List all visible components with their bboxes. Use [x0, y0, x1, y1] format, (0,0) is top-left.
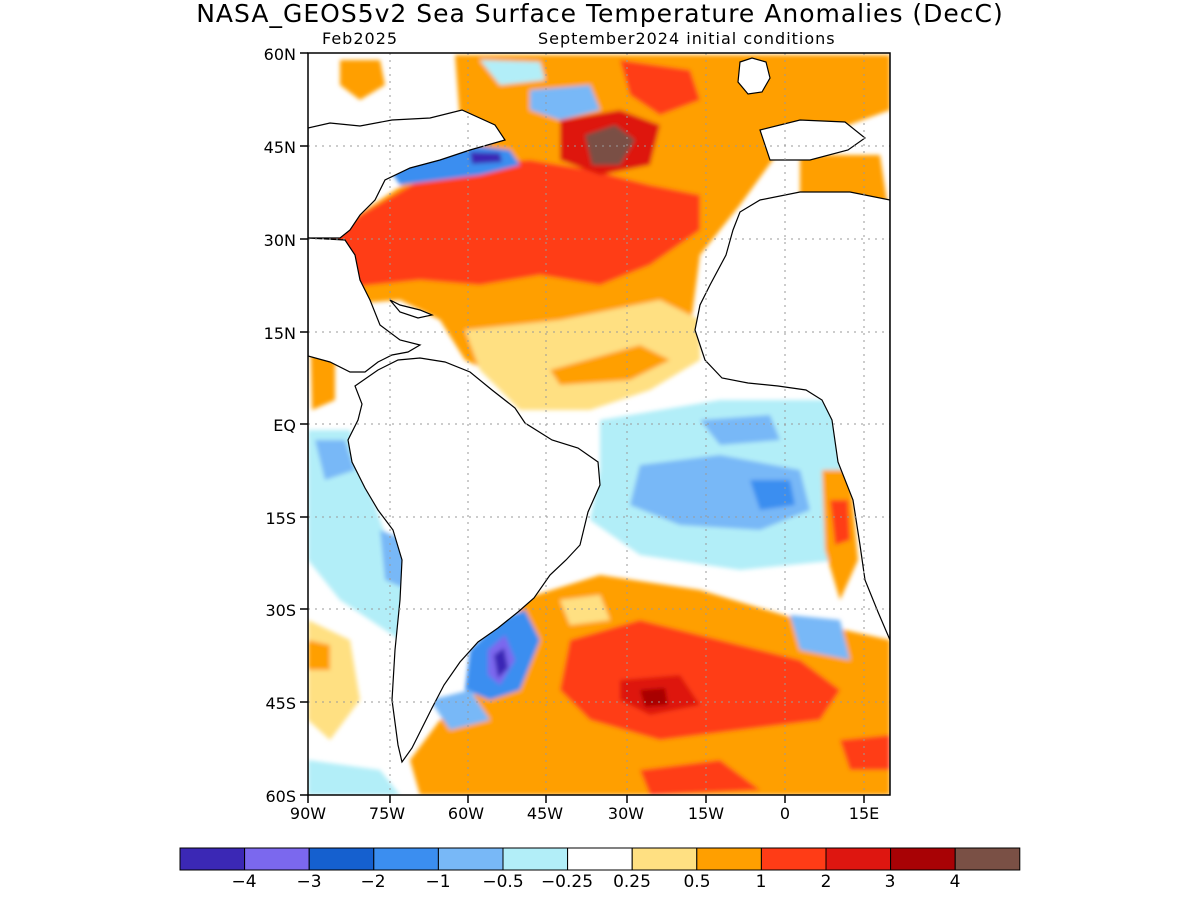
colorbar-swatch [890, 847, 956, 871]
colorbar-swatch [308, 847, 375, 871]
lon-tick-label: 45W [526, 804, 564, 823]
initial-conditions: September2024 initial conditions [538, 29, 836, 48]
colorbar-label: 4 [949, 872, 961, 892]
map-title: NASA_GEOS5v2 Sea Surface Temperature Ano… [196, 0, 1004, 28]
lat-tick-label: 60N [263, 45, 296, 64]
colorbar-label: −0.25 [540, 872, 594, 892]
forecast-month: Feb2025 [322, 29, 399, 48]
colorbar-label: 3 [884, 872, 896, 892]
lat-tick-label: 30S [265, 601, 296, 620]
colorbar-label: 2 [820, 872, 832, 892]
lon-tick-label: 75W [368, 804, 406, 823]
colorbar [179, 847, 1021, 871]
anomaly-field [308, 53, 890, 795]
lon-tick-label: 15E [848, 804, 880, 823]
lat-tick-label: 30N [263, 231, 296, 250]
lat-tick-label: 60S [265, 787, 296, 806]
tick-marks [300, 52, 865, 803]
lon-tick-label: 15W [687, 804, 725, 823]
colorbar-swatch [696, 847, 762, 871]
graticule [308, 53, 890, 795]
colorbar-swatch [954, 847, 1021, 871]
colorbar-label: 1 [755, 872, 767, 892]
colorbar-label: −2 [360, 872, 386, 892]
colorbar-label: 0.25 [613, 872, 651, 892]
colorbar-label: −0.5 [482, 872, 524, 892]
lat-tick-label: EQ [273, 416, 296, 435]
colorbar-label: −4 [231, 872, 257, 892]
lon-tick-label: 30W [607, 804, 645, 823]
lat-tick-label: 45S [265, 694, 296, 713]
lat-tick-label: 15N [263, 324, 296, 343]
continents [308, 57, 890, 764]
colorbar-swatch [244, 847, 310, 871]
colorbar-swatch [502, 847, 569, 871]
lon-tick-label: 60W [447, 804, 485, 823]
colorbar-label: −3 [296, 872, 322, 892]
colorbar-swatch [437, 847, 504, 871]
colorbar-swatch [825, 847, 892, 871]
colorbar-swatch [631, 847, 698, 871]
lat-tick-label: 45N [263, 138, 296, 157]
colorbar-swatch [567, 847, 633, 871]
lat-tick-label: 15S [265, 509, 296, 528]
lon-tick-label: 0 [779, 804, 791, 823]
lon-tick-label: 90W [289, 804, 327, 823]
colorbar-label: −1 [425, 872, 451, 892]
colorbar-label: 0.5 [683, 872, 711, 892]
colorbar-swatch [373, 847, 439, 871]
colorbar-swatch [760, 847, 827, 871]
colorbar-swatch [179, 847, 246, 871]
